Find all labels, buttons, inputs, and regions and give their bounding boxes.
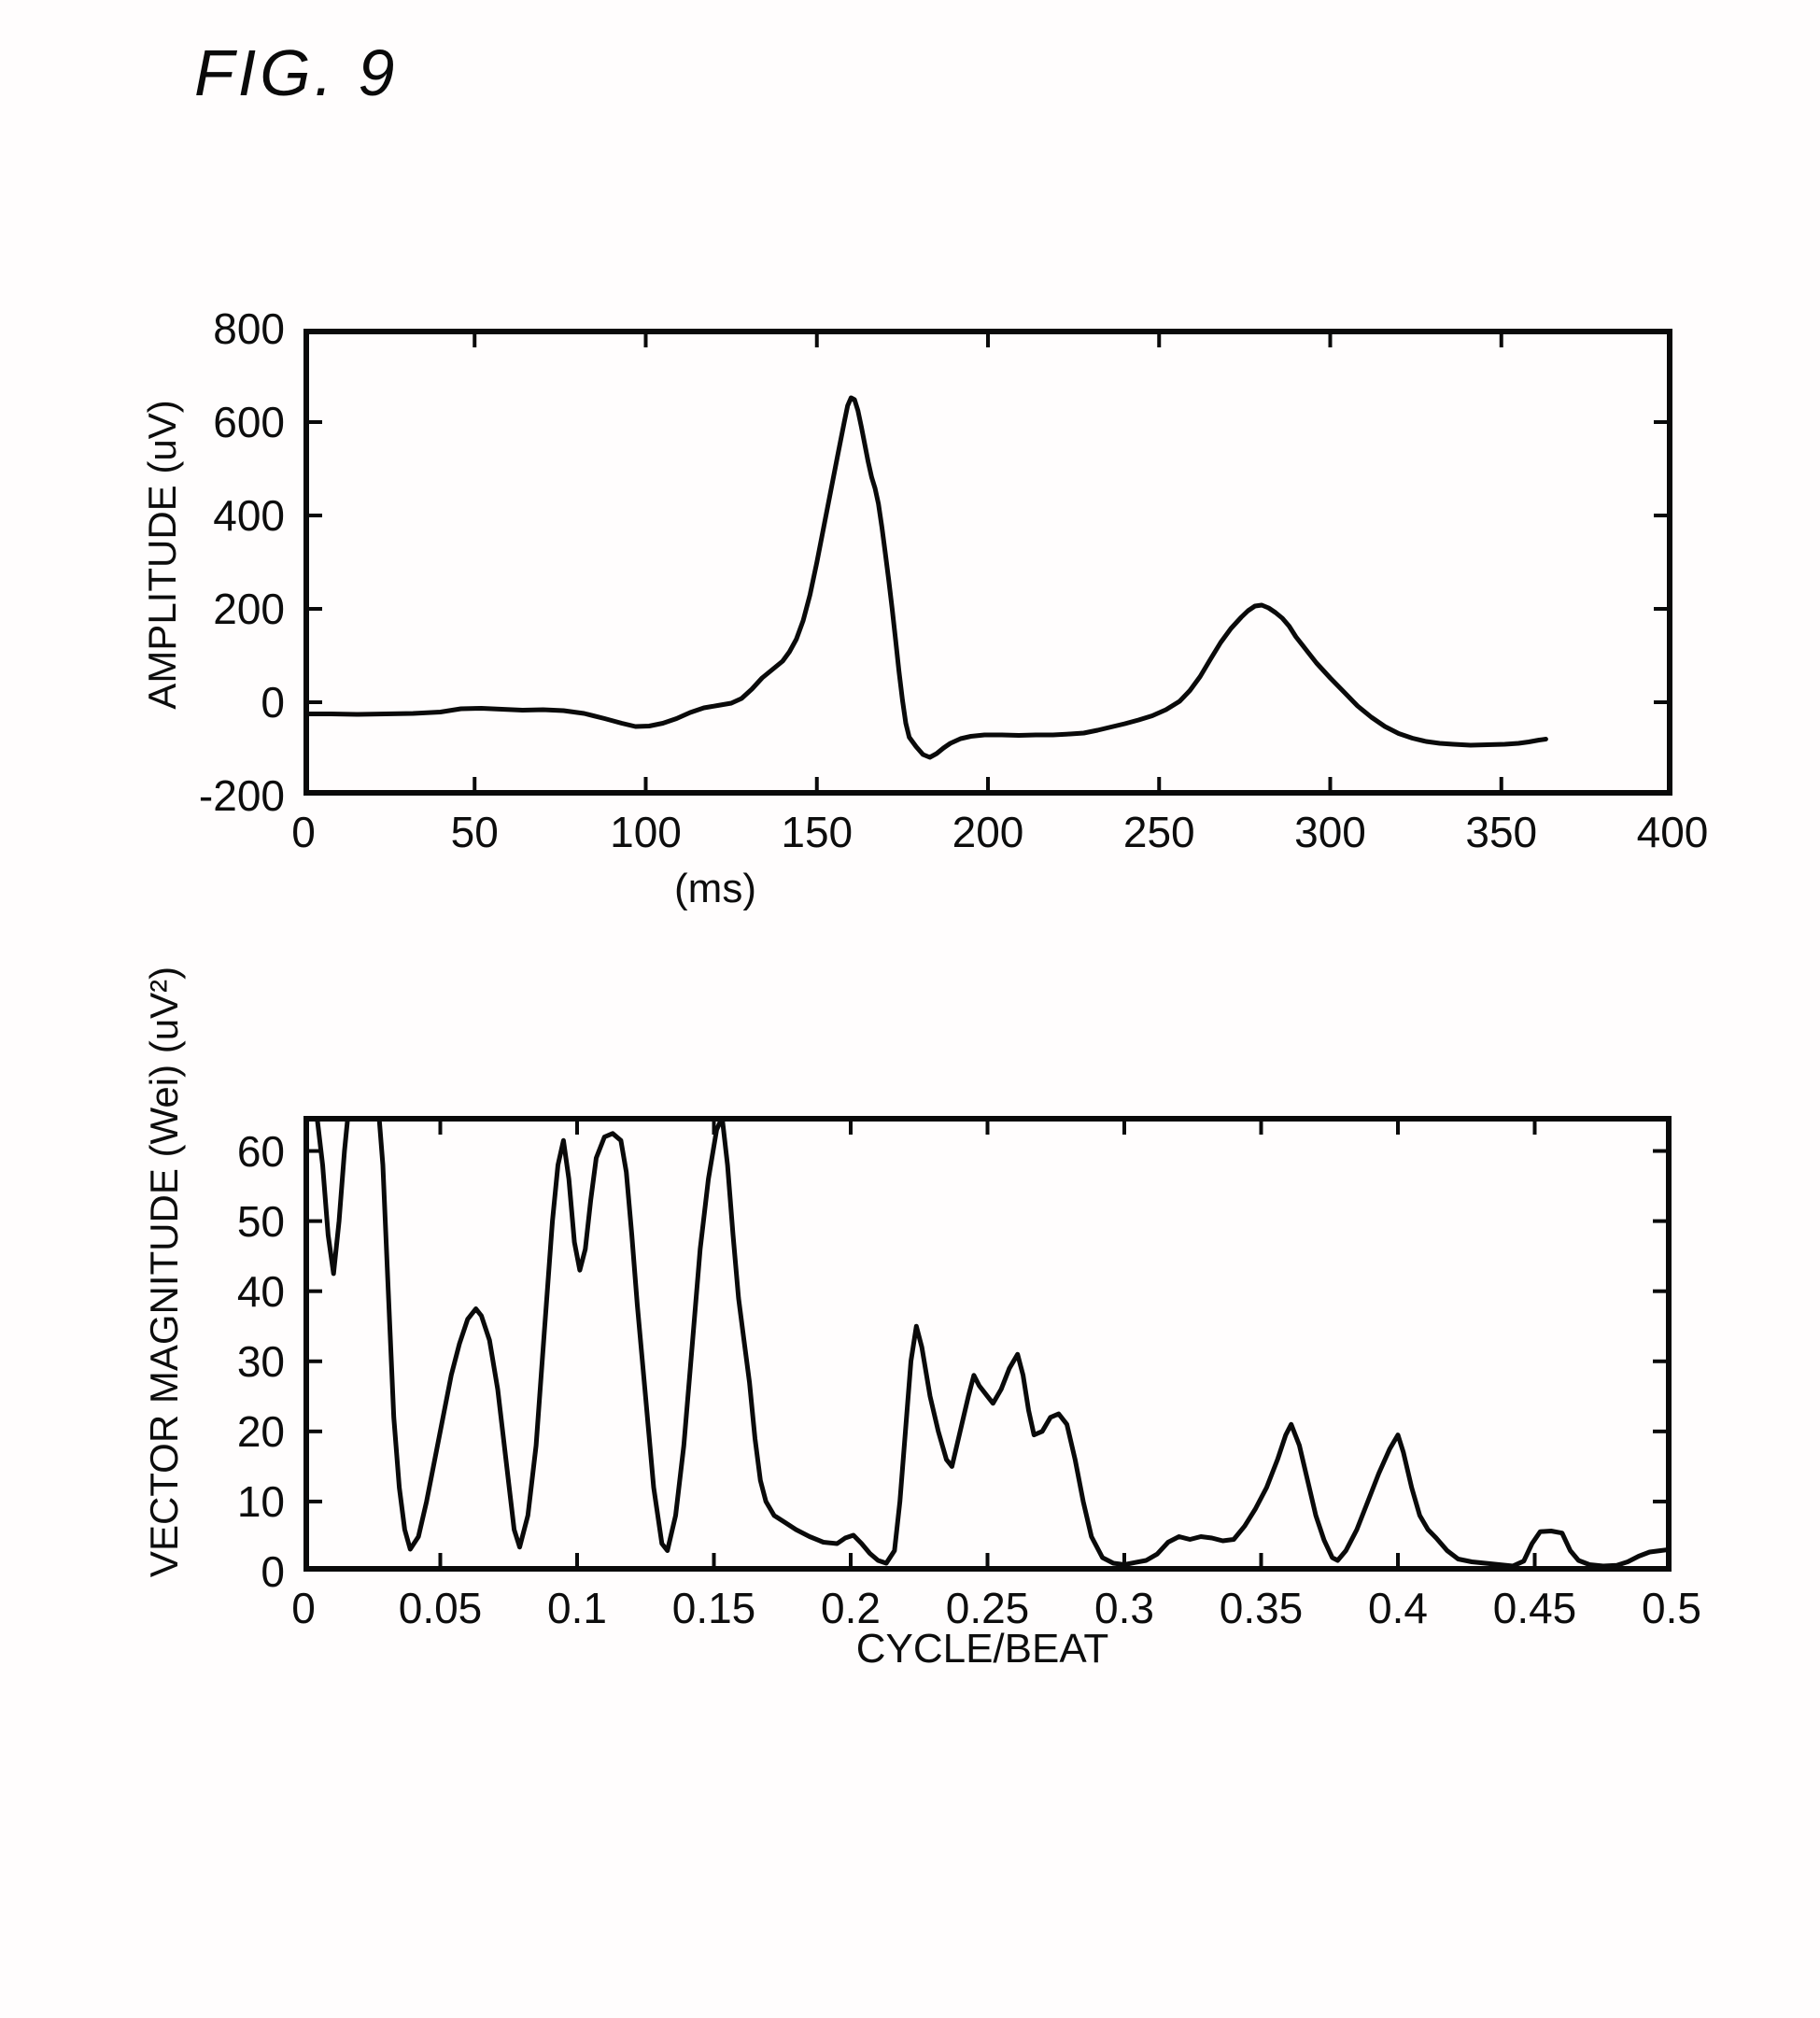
amplitude-axis-label: AMPLITUDE (uV): [140, 400, 184, 710]
amplitude-chart: [303, 329, 1672, 796]
x-tick-label: 400: [1636, 808, 1709, 856]
x-tick-label: 300: [1294, 808, 1366, 856]
y-tick-label: 0: [261, 678, 285, 727]
cycle-beat-axis-label: CYCLE/BEAT: [855, 1626, 1109, 1672]
y-tick-label: 200: [213, 585, 285, 633]
y-tick-label: 10: [236, 1476, 285, 1526]
x-tick-label: 0.35: [1219, 1584, 1304, 1632]
y-tick-label: 20: [236, 1406, 285, 1456]
x-tick-label: 350: [1465, 808, 1538, 856]
vector-magnitude-axis-label: VECTOR MAGNITUDE (Wei) (uV²): [142, 966, 186, 1578]
ms-axis-label: (ms): [674, 866, 756, 911]
x-tick-label: 0.1: [547, 1584, 607, 1632]
y-tick-label: 600: [213, 398, 285, 446]
x-tick-label: 0.45: [1492, 1584, 1577, 1632]
averaged-beat-waveform: [308, 395, 1548, 760]
y-tick-label: 40: [236, 1266, 285, 1316]
y-tick-label: 400: [213, 491, 285, 540]
figure-title: FIG. 9: [194, 36, 399, 109]
plot-area: [303, 1116, 1672, 1572]
x-tick-label: 0.3: [1094, 1584, 1154, 1632]
vector-magnitude-chart: [303, 1116, 1672, 1572]
x-tick-label: 0.05: [398, 1584, 483, 1632]
x-tick-label: 0: [291, 808, 316, 856]
x-tick-label: 200: [952, 808, 1024, 856]
x-tick-label: 150: [781, 808, 854, 856]
y-tick-label: -200: [198, 771, 285, 820]
plot-border: [303, 1116, 1672, 1572]
x-tick-label: 0.25: [945, 1584, 1030, 1632]
x-tick-label: 50: [450, 808, 499, 856]
plot-area: [303, 329, 1672, 796]
x-tick-label: 0.15: [671, 1584, 756, 1632]
y-tick-label: 800: [213, 304, 285, 353]
y-tick-label: 60: [236, 1126, 285, 1176]
x-tick-label: 250: [1122, 808, 1195, 856]
vector-magnitude-spectrum: [314, 1116, 1667, 1569]
x-tick-label: 100: [610, 808, 682, 856]
y-tick-label: 30: [236, 1336, 285, 1386]
x-tick-label: 0.4: [1368, 1584, 1428, 1632]
x-tick-label: 0.5: [1642, 1584, 1701, 1632]
plot-border: [303, 329, 1672, 796]
x-tick-label: 0.2: [821, 1584, 881, 1632]
y-tick-label: 50: [236, 1196, 285, 1246]
y-tick-label: 0: [261, 1547, 285, 1596]
x-tick-label: 0: [291, 1584, 316, 1632]
